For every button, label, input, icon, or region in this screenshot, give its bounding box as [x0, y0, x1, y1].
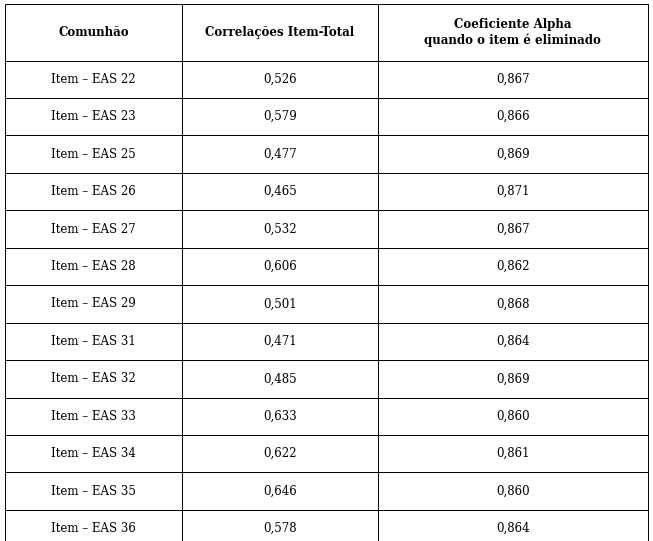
Bar [378, 398, 648, 435]
Text: 0,862: 0,862 [496, 260, 530, 273]
Bar [378, 435, 648, 472]
Text: 0,578: 0,578 [263, 522, 296, 535]
Text: Item – EAS 34: Item – EAS 34 [51, 447, 136, 460]
Text: 0,868: 0,868 [496, 298, 530, 311]
Text: Item – EAS 22: Item – EAS 22 [52, 73, 136, 86]
Bar [5, 472, 182, 510]
Text: 0,633: 0,633 [263, 410, 297, 423]
Bar [182, 435, 378, 472]
Bar [182, 360, 378, 398]
Bar [378, 285, 648, 322]
Bar [378, 248, 648, 285]
Text: Item – EAS 35: Item – EAS 35 [51, 485, 136, 498]
Bar [5, 4, 182, 61]
Text: 0,501: 0,501 [263, 298, 296, 311]
Text: 0,477: 0,477 [263, 148, 297, 161]
Text: 0,579: 0,579 [263, 110, 297, 123]
Bar [378, 472, 648, 510]
Bar [182, 173, 378, 210]
Text: 0,867: 0,867 [496, 73, 530, 86]
Bar [182, 472, 378, 510]
Bar [182, 322, 378, 360]
Bar [378, 135, 648, 173]
Text: 0,867: 0,867 [496, 222, 530, 235]
Text: Coeficiente Alpha
quando o item é eliminado: Coeficiente Alpha quando o item é elimin… [424, 18, 601, 47]
Bar [5, 61, 182, 98]
Text: Item – EAS 31: Item – EAS 31 [51, 335, 136, 348]
Text: 0,860: 0,860 [496, 485, 530, 498]
Text: Item – EAS 32: Item – EAS 32 [51, 372, 136, 385]
Bar [5, 248, 182, 285]
Text: Item – EAS 23: Item – EAS 23 [51, 110, 136, 123]
Text: Item – EAS 28: Item – EAS 28 [52, 260, 136, 273]
Bar [182, 98, 378, 135]
Bar [182, 398, 378, 435]
Bar [182, 210, 378, 248]
Bar [5, 285, 182, 322]
Bar [378, 322, 648, 360]
Bar [5, 210, 182, 248]
Text: Comunhão: Comunhão [58, 26, 129, 39]
Text: 0,864: 0,864 [496, 335, 530, 348]
Text: 0,869: 0,869 [496, 148, 530, 161]
Text: 0,871: 0,871 [496, 185, 530, 198]
Bar [182, 4, 378, 61]
Text: 0,471: 0,471 [263, 335, 296, 348]
Text: 0,532: 0,532 [263, 222, 296, 235]
Bar [5, 435, 182, 472]
Bar [182, 61, 378, 98]
Text: 0,861: 0,861 [496, 447, 530, 460]
Text: Item – EAS 36: Item – EAS 36 [51, 522, 136, 535]
Bar [378, 61, 648, 98]
Text: Correlações Item-Total: Correlações Item-Total [205, 26, 355, 39]
Bar [378, 173, 648, 210]
Bar [182, 285, 378, 322]
Text: Item – EAS 26: Item – EAS 26 [51, 185, 136, 198]
Text: Item – EAS 27: Item – EAS 27 [51, 222, 136, 235]
Bar [182, 510, 378, 541]
Bar [5, 322, 182, 360]
Text: 0,646: 0,646 [263, 485, 297, 498]
Bar [5, 398, 182, 435]
Text: 0,485: 0,485 [263, 372, 296, 385]
Bar [182, 135, 378, 173]
Text: 0,526: 0,526 [263, 73, 296, 86]
Bar [378, 360, 648, 398]
Text: 0,860: 0,860 [496, 410, 530, 423]
Text: 0,465: 0,465 [263, 185, 297, 198]
Text: 0,869: 0,869 [496, 372, 530, 385]
Text: Item – EAS 29: Item – EAS 29 [51, 298, 136, 311]
Bar [378, 210, 648, 248]
Bar [5, 510, 182, 541]
Text: 0,606: 0,606 [263, 260, 297, 273]
Bar [378, 510, 648, 541]
Text: 0,864: 0,864 [496, 522, 530, 535]
Bar [5, 135, 182, 173]
Bar [5, 98, 182, 135]
Bar [5, 360, 182, 398]
Text: Item – EAS 25: Item – EAS 25 [51, 148, 136, 161]
Bar [182, 248, 378, 285]
Bar [5, 173, 182, 210]
Bar [378, 98, 648, 135]
Text: 0,622: 0,622 [263, 447, 296, 460]
Bar [378, 4, 648, 61]
Text: Item – EAS 33: Item – EAS 33 [51, 410, 136, 423]
Text: 0,866: 0,866 [496, 110, 530, 123]
